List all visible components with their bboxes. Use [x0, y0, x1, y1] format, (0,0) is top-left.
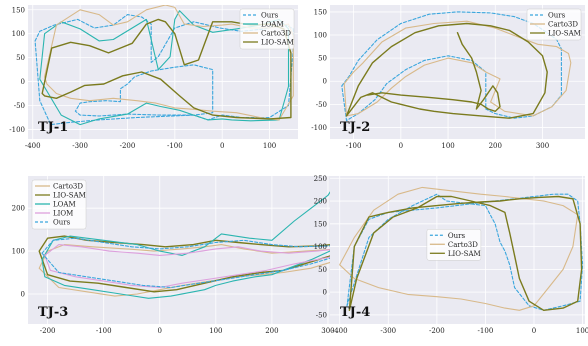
y-tick-label: 100: [12, 248, 25, 256]
legend-label-ours: Ours: [53, 219, 71, 227]
x-tick-label: 0: [532, 327, 536, 335]
legend-label-carto3d: Carto3D: [261, 30, 291, 38]
y-tick-label: 150: [314, 220, 327, 228]
panel-label-tj-4: TJ-4: [340, 305, 370, 320]
x-tick-label: 0: [220, 142, 224, 150]
y-tick-label: -50: [316, 311, 327, 319]
y-tick-label: 250: [314, 175, 327, 183]
x-tick-label: 100: [576, 327, 588, 335]
legend-label-ours: Ours: [548, 12, 566, 20]
x-tick-label: -400: [332, 327, 348, 335]
panel-label-tj-2: TJ-2: [340, 120, 370, 135]
legend-label-carto3d: Carto3D: [548, 21, 578, 29]
y-tick-label: -100: [9, 126, 25, 134]
x-tick-label: -300: [380, 327, 396, 335]
y-tick-label: -100: [311, 124, 327, 132]
y-tick-label: 150: [12, 6, 25, 14]
panel-label-tj-3: TJ-3: [38, 305, 68, 320]
y-tick-label: 0: [323, 78, 327, 86]
legend-box: [426, 229, 482, 261]
x-tick-label: 100: [441, 142, 454, 150]
legend-label-lio-sam: LIO-SAM: [448, 250, 481, 258]
x-tick-label: -300: [72, 142, 88, 150]
legend-label-lio-sam: LIO-SAM: [548, 30, 581, 38]
series-line-lio-sam: [348, 195, 583, 311]
y-tick-label: 100: [314, 32, 327, 40]
legend-label-lio-sam: LIO-SAM: [53, 192, 86, 200]
x-tick-label: -200: [120, 142, 136, 150]
y-tick-label: 100: [314, 243, 327, 251]
y-tick-label: 200: [12, 205, 25, 213]
panel-tj-4: -400 -300 -200 -100 0 100 -50 0 50 100 150 200 250 Ou…: [314, 175, 588, 335]
trajectories-tj-2: [341, 11, 572, 122]
panel-tj-3: -200 -100 0 100 200 3000100200Carto3DLIO-SAML…: [12, 176, 370, 335]
x-tick-label: 100: [209, 327, 222, 335]
x-tick-label: -400: [25, 142, 41, 150]
series-line-carto3d: [343, 20, 572, 117]
y-tick-label: -50: [14, 102, 25, 110]
x-tick-label: -100: [478, 327, 494, 335]
legend-box: [239, 8, 295, 50]
panel-tj-2: -100 0 100 200 300 -100 -50 0 50 100 150 OursCarto3…: [311, 5, 585, 150]
legend-label-carto3d: Carto3D: [448, 241, 478, 249]
x-tick-label: -100: [346, 142, 362, 150]
legend-box: [31, 179, 87, 230]
x-tick-label: -200: [429, 327, 445, 335]
x-tick-label: 0: [158, 327, 162, 335]
legend-label-carto3d: Carto3D: [53, 183, 83, 191]
y-tick-label: -50: [316, 101, 327, 109]
x-tick-label: 0: [399, 142, 403, 150]
y-tick-label: 150: [314, 8, 327, 16]
legend-label-ours: Ours: [261, 12, 279, 20]
trajectories-tj-4: [339, 186, 584, 311]
legend-label-lio-sam: LIO-SAM: [261, 39, 294, 47]
panel-tj-1: -400 -300 -200 -100 0 100 -100 -50 0 50 100 150 Ours…: [9, 5, 298, 150]
x-tick-label: 300: [321, 327, 334, 335]
panel-label-tj-1: TJ-1: [38, 120, 68, 135]
y-tick-label: 50: [16, 54, 25, 62]
series-line-carto3d: [339, 186, 579, 311]
y-tick-label: 50: [318, 266, 327, 274]
y-tick-label: 0: [323, 289, 327, 297]
x-tick-label: -200: [40, 327, 56, 335]
y-tick-label: 100: [12, 30, 25, 38]
series-line-ours: [41, 237, 354, 289]
x-tick-label: 100: [263, 142, 276, 150]
y-tick-label: 0: [21, 290, 25, 298]
y-tick-label: 200: [314, 198, 327, 206]
legend-label-loam: LOAM: [53, 201, 76, 209]
x-tick-label: 200: [265, 327, 278, 335]
legend-label-loam: LOAM: [261, 21, 284, 29]
x-tick-label: -100: [167, 142, 183, 150]
legend-label-liom: LIOM: [53, 210, 73, 218]
series-line-ours: [346, 193, 584, 311]
x-tick-label: 200: [489, 142, 502, 150]
x-tick-label: 300: [536, 142, 549, 150]
legend-box: [526, 8, 582, 41]
x-tick-label: -100: [96, 327, 112, 335]
series-line-lio-sam: [367, 32, 501, 113]
legend-label-ours: Ours: [448, 232, 466, 240]
y-tick-label: 0: [21, 78, 25, 86]
series-line-lio-sam: [345, 22, 548, 119]
y-tick-label: 50: [318, 55, 327, 63]
